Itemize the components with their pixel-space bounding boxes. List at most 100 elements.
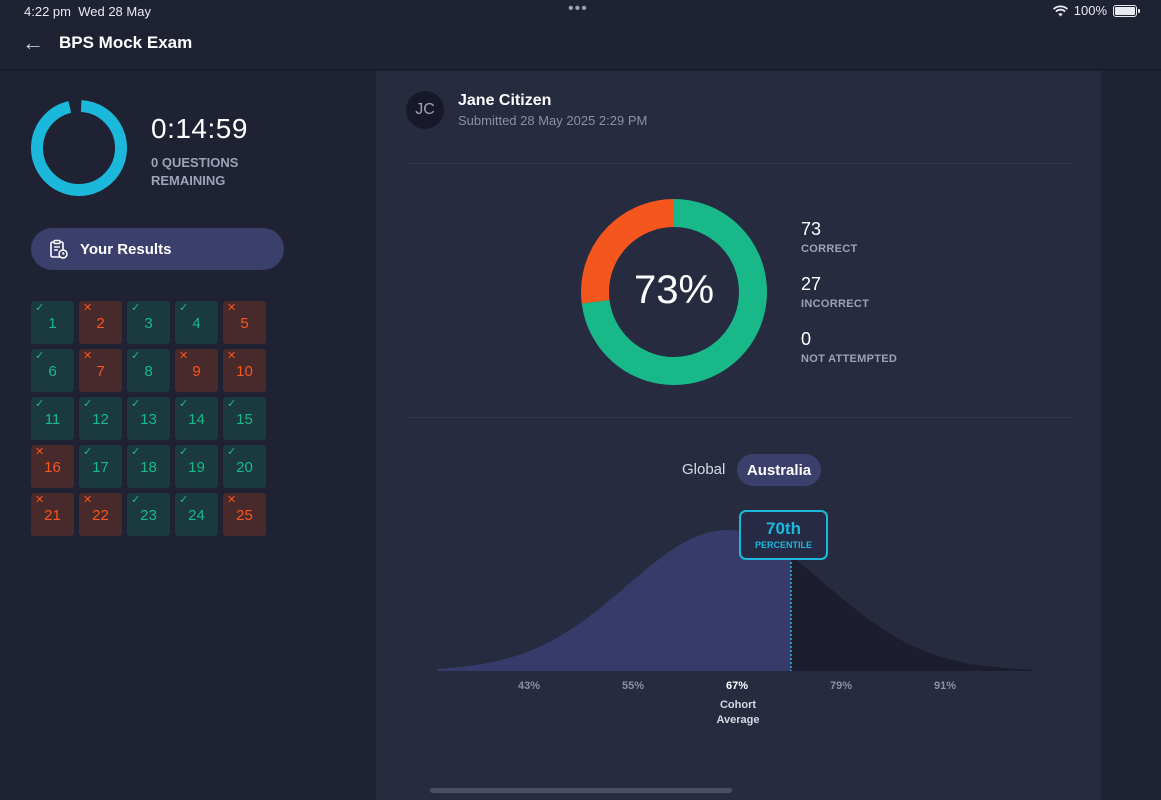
question-number: 19: [188, 459, 205, 476]
x-tick-label: 43%: [517, 680, 541, 692]
questions-remaining: 0 QUESTIONS REMAINING: [151, 155, 239, 188]
app-header: ← BPS Mock Exam: [0, 24, 1161, 70]
battery-icon: [1113, 4, 1140, 17]
timer-ring: [30, 100, 127, 196]
cross-icon: ✕: [227, 302, 237, 314]
back-arrow-icon[interactable]: ←: [22, 30, 44, 55]
question-cell[interactable]: ✓ 20: [223, 445, 266, 488]
question-cell[interactable]: ✕ 7: [79, 349, 122, 392]
multitask-dots-icon[interactable]: •••: [568, 0, 588, 17]
check-icon: ✓: [131, 446, 141, 458]
tab-global[interactable]: Global: [682, 461, 726, 478]
percentile-badge: 70th PERCENTILE: [739, 510, 828, 560]
question-cell[interactable]: ✕ 2: [79, 301, 122, 344]
question-cell[interactable]: ✓ 11: [31, 397, 74, 440]
cross-icon: ✕: [83, 350, 93, 362]
question-number: 11: [44, 411, 61, 428]
user-name: Jane Citizen: [458, 92, 552, 109]
question-number: 16: [44, 459, 61, 476]
question-cell[interactable]: ✕ 5: [223, 301, 266, 344]
question-cell[interactable]: ✓ 23: [127, 493, 170, 536]
cohort-average-label: Cohort Average: [716, 699, 760, 726]
question-cell[interactable]: ✓ 4: [175, 301, 218, 344]
x-tick-label: 67%: [725, 680, 749, 692]
question-number: 24: [188, 507, 205, 524]
score-donut: [581, 199, 767, 385]
question-number: 25: [236, 507, 253, 524]
question-number: 10: [236, 363, 253, 380]
question-cell[interactable]: ✕ 9: [175, 349, 218, 392]
question-number: 3: [144, 315, 153, 332]
question-number: 23: [140, 507, 157, 524]
question-cell[interactable]: ✓ 15: [223, 397, 266, 440]
distribution-curve: [437, 530, 1033, 671]
question-number: 12: [92, 411, 109, 428]
not-attempted-label: NOT ATTEMPTED: [801, 353, 898, 365]
check-icon: ✓: [83, 398, 93, 410]
your-results-label: Your Results: [80, 240, 172, 258]
submitted-timestamp: Submitted 28 May 2025 2:29 PM: [458, 113, 648, 128]
question-number: 18: [140, 459, 157, 476]
question-cell[interactable]: ✕ 16: [31, 445, 74, 488]
status-time: 4:22 pm Wed 28 May: [24, 4, 151, 19]
question-number: 5: [240, 315, 249, 332]
cross-icon: ✕: [83, 494, 93, 506]
wifi-icon: [1052, 4, 1068, 16]
above-percentile-area: [791, 556, 1033, 671]
tab-australia[interactable]: Australia: [737, 454, 821, 486]
question-number: 1: [48, 315, 57, 332]
correct-label: CORRECT: [801, 243, 858, 255]
cross-icon: ✕: [35, 494, 45, 506]
question-cell[interactable]: ✓ 13: [127, 397, 170, 440]
question-number: 14: [188, 411, 205, 428]
x-tick-label: 55%: [621, 680, 645, 692]
question-cell[interactable]: ✕ 22: [79, 493, 122, 536]
question-cell[interactable]: ✓ 18: [127, 445, 170, 488]
question-cell[interactable]: ✓ 1: [31, 301, 74, 344]
question-cell[interactable]: ✓ 3: [127, 301, 170, 344]
question-cell[interactable]: ✓ 19: [175, 445, 218, 488]
question-cell[interactable]: ✓ 8: [127, 349, 170, 392]
question-cell[interactable]: ✓ 6: [31, 349, 74, 392]
question-cell[interactable]: ✕ 25: [223, 493, 266, 536]
x-tick-label: 91%: [933, 680, 957, 692]
score-percent: 73%: [633, 268, 715, 312]
your-results-button[interactable]: Your Results: [31, 228, 284, 270]
check-icon: ✓: [179, 446, 189, 458]
question-cell[interactable]: ✓ 24: [175, 493, 218, 536]
divider: [406, 163, 1072, 164]
results-panel: [376, 71, 1101, 800]
question-number: 2: [96, 315, 105, 332]
question-cell[interactable]: ✕ 10: [223, 349, 266, 392]
page-title: BPS Mock Exam: [59, 33, 193, 52]
question-cell[interactable]: ✓ 17: [79, 445, 122, 488]
question-cell[interactable]: ✕ 21: [31, 493, 74, 536]
check-icon: ✓: [131, 302, 141, 314]
question-number: 8: [144, 363, 153, 380]
check-icon: ✓: [131, 398, 141, 410]
clipboard-clock-icon: [50, 239, 68, 259]
check-icon: ✓: [35, 398, 45, 410]
question-number: 7: [96, 363, 105, 380]
not-attempted-count: 0: [801, 329, 812, 349]
check-icon: ✓: [83, 446, 93, 458]
check-icon: ✓: [179, 398, 189, 410]
incorrect-label: INCORRECT: [801, 298, 870, 310]
question-number: 17: [92, 459, 109, 476]
question-number: 4: [192, 315, 201, 332]
battery-percent: 100%: [1073, 3, 1107, 18]
percentile-label: PERCENTILE: [754, 540, 812, 550]
cross-icon: ✕: [83, 302, 93, 314]
divider: [406, 417, 1072, 418]
question-cell[interactable]: ✓ 12: [79, 397, 122, 440]
correct-count: 73: [801, 219, 822, 239]
check-icon: ✓: [131, 350, 141, 362]
question-cell[interactable]: ✓ 14: [175, 397, 218, 440]
home-indicator[interactable]: [430, 788, 732, 793]
cross-icon: ✕: [227, 494, 237, 506]
check-icon: ✓: [227, 398, 237, 410]
timer-value: 0:14:59: [151, 113, 248, 144]
check-icon: ✓: [227, 446, 237, 458]
cross-icon: ✕: [35, 446, 45, 458]
x-tick-label: 79%: [829, 680, 853, 692]
